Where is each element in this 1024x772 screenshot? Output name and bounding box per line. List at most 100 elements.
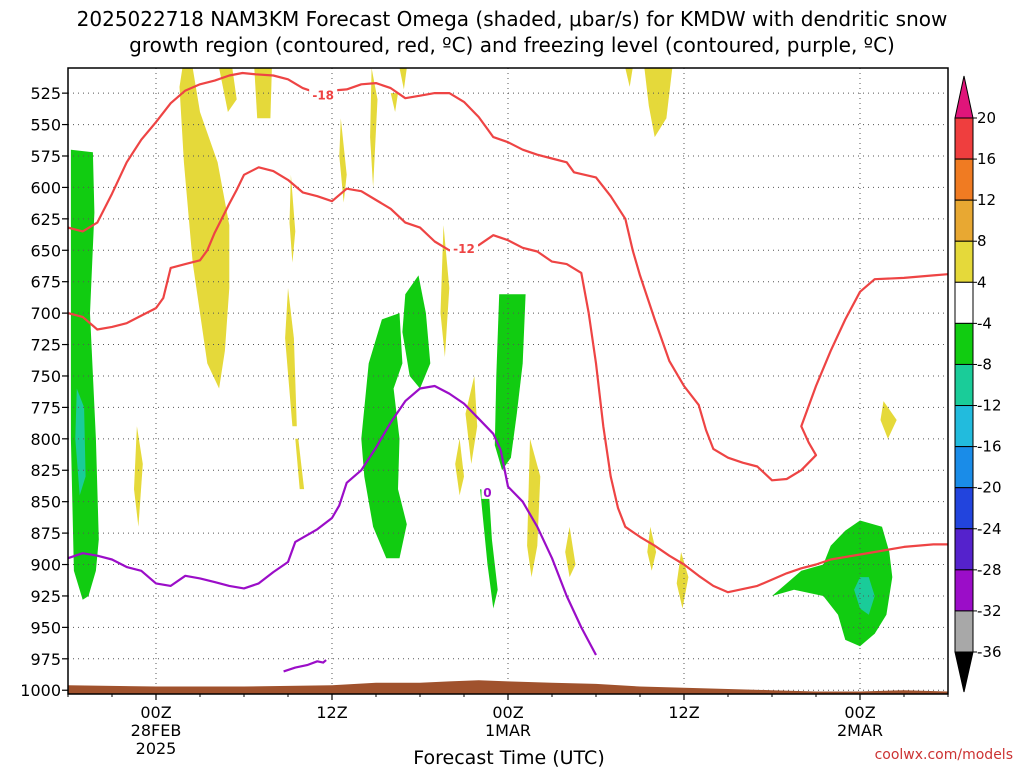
colorbar-bin <box>954 281 974 324</box>
colorbar-label: 8 <box>977 232 987 250</box>
contour-label-bg <box>450 241 478 256</box>
omega-region-yellow-15 <box>625 68 633 87</box>
contour-label: -18 <box>312 89 334 103</box>
y-tick-label: 725 <box>30 336 61 355</box>
colorbar-label: -12 <box>977 397 1002 415</box>
colorbar-bin <box>954 569 974 612</box>
x-tick-label: 00Z <box>492 703 523 722</box>
y-tick-label: 875 <box>30 524 61 543</box>
colorbar-label: -20 <box>977 479 1002 497</box>
omega-region-yellow-4 <box>289 174 296 263</box>
x-tick-label: 1MAR <box>485 721 531 740</box>
omega-region-green-d <box>480 489 498 609</box>
x-tick-label: 2MAR <box>837 721 883 740</box>
colorbar-top-triangle <box>954 75 974 119</box>
colorbar-label: -36 <box>977 643 1002 661</box>
y-tick-label: 775 <box>30 398 61 417</box>
colorbar-label: -4 <box>977 314 992 332</box>
omega-region-teal-left <box>75 388 86 496</box>
shade-layer <box>70 68 897 647</box>
y-tick-label: 575 <box>30 147 61 166</box>
colorbar-bin <box>954 363 974 407</box>
x-tick-label: 12Z <box>668 703 699 722</box>
omega-region-yellow-10 <box>440 225 450 358</box>
y-tick-label: 950 <box>30 618 61 637</box>
omega-region-green-e <box>772 520 893 647</box>
x-tick-label: 12Z <box>316 703 347 722</box>
freezing-level-contour-0 <box>68 384 597 656</box>
x-tick-label: 28FEB <box>131 721 182 740</box>
omega-region-yellow-6 <box>295 438 305 490</box>
colorbar: 20 16 12 8 4 -4 -8 -12 -16 -20 -24 -28 -32 -36 <box>954 75 1002 693</box>
colorbar-label: -32 <box>977 602 1002 620</box>
omega-region-yellow-8 <box>370 68 378 188</box>
colorbar-label: -28 <box>977 561 1002 579</box>
contour-label: -12 <box>453 242 475 256</box>
colorbar-bin <box>954 610 974 653</box>
title-line-2: growth region (contoured, red, ºC) and f… <box>129 33 895 57</box>
colorbar-label: -16 <box>977 438 1002 456</box>
title-line-1: 2025022718 NAM3KM Forecast Omega (shaded… <box>77 7 948 31</box>
y-tick-label: 650 <box>30 241 61 260</box>
colorbar-bin <box>954 528 974 571</box>
freezing-level-contour-0b <box>283 659 327 673</box>
omega-region-yellow-2 <box>219 68 237 112</box>
omega-region-yellow-16 <box>644 68 673 138</box>
omega-region-yellow-7 <box>339 118 347 203</box>
colorbar-bin <box>954 117 974 160</box>
x-tick-label: 00Z <box>140 703 171 722</box>
y-tick-label: 975 <box>30 650 61 669</box>
terrain-layer <box>68 680 948 694</box>
y-tick-label: 550 <box>30 116 61 135</box>
colorbar-label: 12 <box>977 191 996 209</box>
omega-region-yellow-13 <box>527 438 541 578</box>
colorbar-bin <box>954 158 974 201</box>
y-tick-label: 925 <box>30 587 61 606</box>
omega-region-yellow-17 <box>654 86 661 106</box>
omega-region-yellow-5 <box>285 288 297 427</box>
colorbar-label: 20 <box>977 109 996 127</box>
colorbar-label: 4 <box>977 273 987 291</box>
omega-region-yellow-19 <box>134 426 143 527</box>
colorbar-label: 16 <box>977 150 996 168</box>
y-tick-label: 750 <box>30 367 61 386</box>
y-tick-label: 800 <box>30 430 61 449</box>
omega-region-yellow-20 <box>647 526 657 571</box>
omega-region-yellow-11 <box>465 376 478 464</box>
colorbar-bottom-triangle <box>954 651 974 693</box>
omega-region-green-left <box>70 149 99 600</box>
omega-region-yellow-22 <box>880 401 897 439</box>
credit-text: coolwx.com/models <box>875 747 1013 763</box>
y-tick-label: 525 <box>30 84 61 103</box>
colorbar-bin <box>954 405 974 448</box>
colorbar-bin <box>954 487 974 530</box>
y-tick-label: 600 <box>30 178 61 197</box>
omega-region-yellow-14 <box>565 526 576 578</box>
y-tick-label: 625 <box>30 210 61 229</box>
colorbar-bin <box>954 240 974 283</box>
omega-region-green-b <box>402 275 431 389</box>
dendritic-contour--18 <box>68 71 948 482</box>
dendritic-contour--12 <box>68 166 948 594</box>
omega-region-teal-e <box>854 577 875 615</box>
terrain-surface <box>68 680 948 694</box>
colorbar-label: -24 <box>977 520 1002 538</box>
omega-region-green-c <box>494 294 526 471</box>
x-axis-title: Forecast Time (UTC) <box>413 747 604 768</box>
colorbar-bin <box>954 322 974 365</box>
contour-label-bg <box>309 87 338 102</box>
y-tick-label: 850 <box>30 493 61 512</box>
omega-region-yellow-21 <box>676 552 689 609</box>
colorbar-bin <box>954 199 974 242</box>
x-tick-label: 00Z <box>844 703 875 722</box>
x-tick-label: 2025 <box>136 739 177 758</box>
contour-label-bg <box>481 484 494 499</box>
contour-label: 0 <box>483 486 491 500</box>
y-tick-label: 900 <box>30 556 61 575</box>
colorbar-label: -8 <box>977 355 992 373</box>
omega-region-yellow-18 <box>390 93 398 112</box>
y-tick-label: 675 <box>30 273 61 292</box>
y-tick-label: 700 <box>30 304 61 323</box>
